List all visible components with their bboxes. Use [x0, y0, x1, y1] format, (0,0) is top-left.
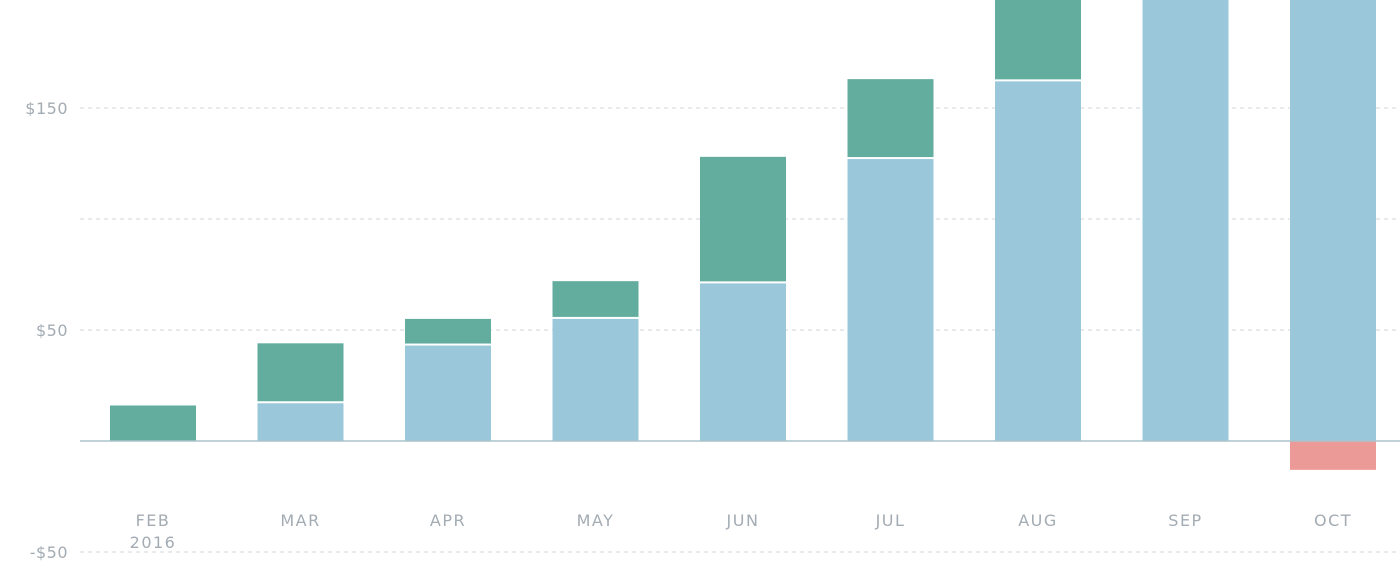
x-tick-label: SEP [1168, 511, 1202, 530]
bar-segment [405, 345, 491, 441]
bar-segment [700, 156, 786, 282]
bar-segment [552, 318, 639, 441]
bar-segment [257, 403, 344, 441]
y-axis-labels: $350$250$150$50-$50 [25, 99, 68, 562]
bar-segment [405, 318, 491, 344]
x-tick-label: AUG [1018, 511, 1058, 530]
y-tick-label: -$50 [30, 543, 68, 562]
x-tick-label: JUN [726, 511, 760, 530]
y-tick-label: $50 [36, 321, 68, 340]
y-tick-label: $150 [25, 99, 68, 118]
bar-segment [995, 81, 1081, 442]
bar-segment [847, 159, 934, 441]
bar-segment [847, 79, 934, 158]
x-axis-labels: FEB 2016 MAR APR MAY JUN JUL AUG SEP OCT [130, 511, 1352, 552]
bar-segment [1290, 441, 1376, 470]
x-tick-label: JUL [875, 511, 906, 530]
x-tick-label: FEB [136, 511, 171, 530]
x-tick-label: 2016 [130, 533, 177, 552]
x-tick-label: APR [430, 511, 466, 530]
bar-segment [552, 281, 639, 317]
x-tick-label: OCT [1314, 511, 1352, 530]
bar-segment [1290, 0, 1376, 441]
bar-segment [700, 283, 786, 441]
bar-segment [1142, 0, 1229, 441]
bar-segment [995, 0, 1081, 80]
bars [110, 0, 1376, 470]
grid-lines [80, 107, 1400, 553]
bar-segment [110, 405, 196, 441]
x-tick-label: MAY [577, 511, 615, 530]
bar-segment [257, 343, 344, 402]
x-tick-label: MAR [280, 511, 320, 530]
